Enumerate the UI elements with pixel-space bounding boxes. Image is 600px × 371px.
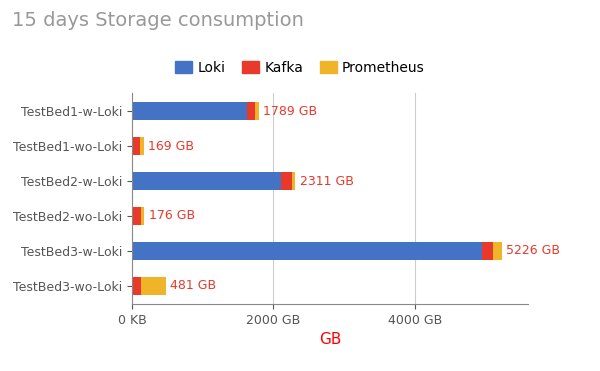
Bar	[132, 242, 482, 260]
Bar	[281, 172, 292, 190]
Bar	[292, 172, 295, 190]
Bar	[247, 102, 255, 120]
Bar	[141, 207, 145, 225]
Bar	[132, 277, 141, 295]
Bar	[482, 242, 493, 260]
Text: 15 days Storage consumption: 15 days Storage consumption	[12, 11, 304, 30]
X-axis label: GB: GB	[319, 332, 341, 348]
Text: 1789 GB: 1789 GB	[263, 105, 317, 118]
Bar	[141, 277, 166, 295]
Text: 5226 GB: 5226 GB	[506, 244, 560, 257]
Legend: Loki, Kafka, Prometheus: Loki, Kafka, Prometheus	[170, 55, 430, 80]
Bar	[132, 137, 140, 155]
Bar	[140, 137, 144, 155]
Text: 2311 GB: 2311 GB	[299, 174, 353, 187]
Bar	[132, 102, 247, 120]
Bar	[132, 207, 141, 225]
Text: 176 GB: 176 GB	[149, 210, 195, 223]
Bar	[132, 172, 281, 190]
Text: 481 GB: 481 GB	[170, 279, 217, 292]
Bar	[493, 242, 502, 260]
Text: 169 GB: 169 GB	[148, 139, 194, 152]
Bar	[255, 102, 259, 120]
